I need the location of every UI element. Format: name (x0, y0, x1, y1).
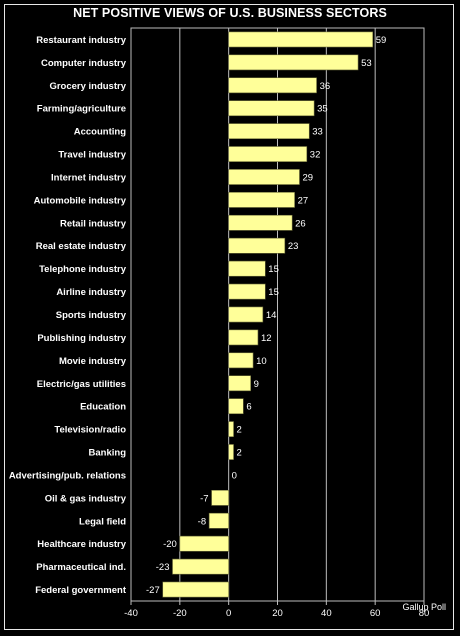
value-label: 29 (302, 172, 313, 183)
x-tick-label: 60 (370, 608, 381, 619)
bar (228, 169, 300, 185)
value-label: 26 (295, 218, 306, 229)
category-label: Grocery industry (49, 81, 126, 92)
value-label: 27 (298, 195, 309, 206)
value-label: 23 (288, 241, 299, 252)
value-label: -20 (163, 539, 177, 550)
bar (228, 123, 310, 140)
category-label: Publishing industry (37, 333, 126, 344)
bar (228, 398, 244, 415)
bar (228, 375, 251, 392)
category-label: Farming/agriculture (37, 104, 126, 115)
value-label: 36 (320, 81, 331, 92)
bar (228, 306, 264, 323)
category-label: Healthcare industry (37, 539, 126, 550)
bar (228, 421, 234, 437)
bar (228, 146, 308, 162)
bar (179, 535, 229, 552)
value-label: 53 (361, 58, 372, 69)
value-label: 32 (310, 150, 321, 161)
value-label: 2 (237, 425, 242, 436)
bar (228, 444, 234, 460)
bar (162, 581, 229, 598)
chart-frame (4, 4, 454, 630)
category-label: Electric/gas utilities (37, 379, 126, 390)
x-tick-label: 0 (226, 608, 231, 619)
category-label: Travel industry (58, 150, 126, 161)
value-label: -7 (200, 493, 208, 504)
bar (211, 489, 229, 506)
category-label: Restaurant industry (36, 35, 126, 46)
value-label: -23 (156, 562, 170, 573)
bar (228, 100, 315, 117)
x-tick-label: 20 (272, 608, 283, 619)
bar (228, 31, 374, 48)
category-label: Oil & gas industry (45, 493, 127, 504)
category-label: Banking (89, 448, 127, 459)
value-label: 9 (254, 379, 259, 390)
bar (228, 77, 317, 94)
category-label: Federal government (35, 585, 127, 596)
bar (228, 283, 266, 300)
x-tick-label: 40 (321, 608, 332, 619)
category-label: Automobile industry (34, 195, 127, 206)
value-label: 2 (237, 448, 242, 459)
bar (228, 352, 254, 369)
bar (228, 54, 359, 71)
category-label: Legal field (79, 516, 126, 527)
value-label: -27 (146, 585, 160, 596)
bar (228, 260, 266, 277)
value-label: -8 (198, 516, 206, 527)
category-label: Internet industry (51, 172, 127, 183)
value-label: 35 (317, 104, 328, 115)
x-tick-label: -40 (124, 608, 138, 619)
category-label: Sports industry (56, 310, 127, 321)
category-label: Television/radio (54, 425, 126, 436)
value-label: 33 (312, 127, 323, 138)
chart-title: NET POSITIVE VIEWS OF U.S. BUSINESS SECT… (73, 6, 387, 20)
value-label: 0 (232, 470, 237, 481)
value-label: 14 (266, 310, 277, 321)
x-tick-label: -20 (173, 608, 187, 619)
category-label: Advertising/pub. relations (9, 470, 126, 481)
value-label: 6 (246, 402, 251, 413)
value-label: 15 (268, 264, 279, 275)
category-label: Accounting (74, 127, 126, 138)
bar (172, 558, 229, 575)
category-label: Computer industry (41, 58, 127, 69)
category-label: Pharmaceutical ind. (36, 562, 126, 573)
category-label: Telephone industry (39, 264, 127, 275)
category-label: Airline industry (56, 287, 126, 298)
x-tick-label: 80 (419, 608, 430, 619)
bar (228, 237, 286, 254)
bar (228, 192, 295, 208)
value-label: 59 (376, 35, 387, 46)
category-label: Education (80, 402, 126, 413)
category-label: Real estate industry (36, 241, 127, 252)
bar (208, 512, 229, 529)
value-label: 12 (261, 333, 272, 344)
source-label: Gallup Poll (402, 602, 446, 612)
bar (228, 214, 293, 231)
bar (228, 329, 259, 346)
value-label: 10 (256, 356, 267, 367)
value-label: 15 (268, 287, 279, 298)
category-label: Retail industry (60, 218, 127, 229)
category-label: Movie industry (59, 356, 127, 367)
